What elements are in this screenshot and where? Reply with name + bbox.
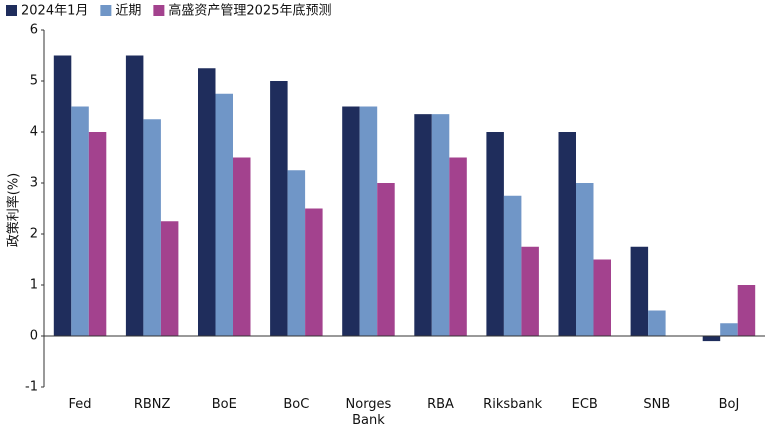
bar (702, 336, 721, 342)
x-tick-label: ECB (571, 397, 598, 412)
y-tick-label: 4 (30, 125, 38, 140)
bar (521, 246, 539, 336)
bar (305, 208, 323, 336)
bar (198, 68, 216, 336)
bar (143, 119, 161, 336)
y-tick-label: 5 (30, 74, 38, 89)
x-tick-label: Riksbank (483, 397, 543, 412)
y-tick-label: -1 (25, 380, 38, 395)
bar (648, 310, 666, 336)
bar (737, 285, 756, 336)
y-tick-label: 0 (30, 329, 38, 344)
legend-label: 高盛资产管理2025年底预测 (168, 3, 331, 19)
bar (71, 106, 89, 336)
legend-label: 2024年1月 (21, 4, 88, 19)
x-tick-label: Norges Bank (345, 397, 392, 428)
y-tick-label: 3 (30, 176, 38, 191)
y-axis-label: 政策利率(%) (6, 173, 22, 248)
legend-swatch (100, 5, 112, 16)
legend-swatch (153, 5, 165, 16)
legend-swatch (6, 5, 17, 16)
legend-label: 近期 (115, 4, 141, 19)
bar (377, 183, 395, 336)
x-tick-label: SNB (643, 397, 671, 412)
x-tick-label: RBNZ (133, 397, 171, 412)
x-tick-label: BoE (211, 397, 237, 412)
x-tick-label: RBA (427, 397, 454, 412)
bar (630, 246, 649, 336)
bar (233, 157, 251, 336)
x-tick-label: Fed (68, 397, 92, 412)
bar (53, 55, 72, 336)
bar (593, 259, 611, 336)
y-tick-label: 1 (30, 278, 38, 293)
bar (558, 132, 576, 336)
bar (342, 106, 360, 336)
y-tick-label: 6 (30, 23, 38, 38)
bar (720, 323, 738, 336)
bar (215, 93, 233, 336)
bar (431, 114, 450, 337)
bar (486, 132, 504, 336)
bar (287, 170, 306, 336)
bar (503, 195, 522, 336)
bar (160, 221, 179, 336)
y-tick-label: 2 (30, 227, 38, 242)
bar (576, 183, 594, 336)
bar (449, 157, 467, 336)
bar (414, 114, 432, 337)
x-tick-label: BoJ (718, 397, 740, 412)
bar (88, 132, 107, 336)
x-tick-label: BoC (283, 397, 310, 412)
bar (125, 55, 144, 336)
bar (270, 81, 288, 336)
bar (359, 106, 378, 336)
